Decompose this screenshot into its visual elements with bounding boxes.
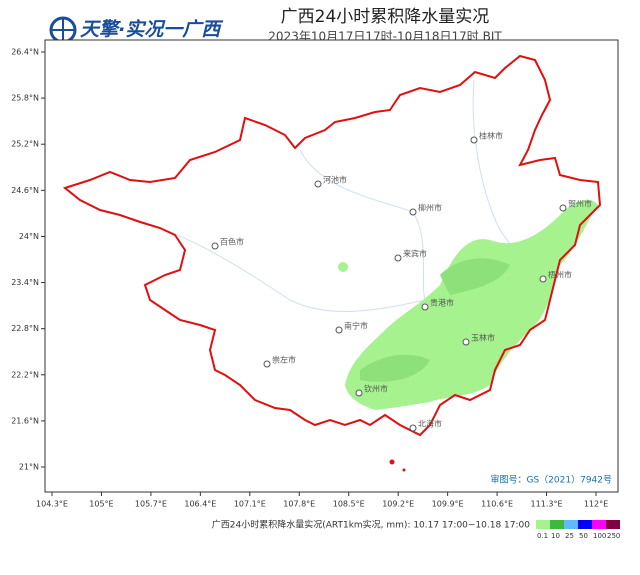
city-marker <box>421 303 429 311</box>
legend-swatch <box>564 520 578 529</box>
city-label: 河池市 <box>323 175 347 185</box>
lat-tick-label: 26.4°N <box>11 48 39 57</box>
lat-tick-label: 24°N <box>19 232 39 241</box>
legend-swatch <box>592 520 606 529</box>
legend-swatch <box>606 520 620 529</box>
city-marker <box>314 180 322 188</box>
city-label: 来宾市 <box>403 249 427 259</box>
city-marker <box>394 254 402 262</box>
lon-tick-label: 111.3°E <box>531 500 563 509</box>
city-label: 柳州市 <box>418 203 442 213</box>
legend-level-label: 100 <box>593 532 606 540</box>
city-marker <box>470 136 478 144</box>
rain-area-medium <box>360 258 510 382</box>
legend-level-label: 250 <box>607 532 620 540</box>
legend-level-label: 25 <box>565 532 574 540</box>
logo: 天擎·实况一广西 <box>49 16 223 44</box>
lat-tick-label: 21°N <box>19 463 39 472</box>
lat-tick-label: 22.8°N <box>11 324 39 333</box>
city-label: 南宁市 <box>344 321 368 331</box>
lat-tick-label: 25.8°N <box>11 94 39 103</box>
city-marker <box>539 275 547 283</box>
city-marker <box>559 204 567 212</box>
city-marker <box>211 242 219 250</box>
lon-tick-label: 107.8°E <box>283 500 315 509</box>
logo-text: 天擎·实况一广西 <box>80 19 223 41</box>
lon-tick-label: 109.9°E <box>432 500 464 509</box>
approval-number: 审图号：GS（2021）7942号 <box>491 474 613 486</box>
city-label: 梧州市 <box>548 270 572 280</box>
city-label: 贵港市 <box>430 298 454 308</box>
city-marker <box>462 338 470 346</box>
lon-tick-label: 109.2°E <box>382 500 414 509</box>
city-label: 桂林市 <box>479 131 503 141</box>
lon-tick-label: 105°E <box>89 500 113 509</box>
lat-tick-label: 21.6°N <box>11 416 39 425</box>
legend-level-label: 10 <box>551 532 560 540</box>
lon-tick-label: 112°E <box>584 500 608 509</box>
lon-tick-label: 107.1°E <box>234 500 266 509</box>
title: 广西24小时累积降水量实况 <box>281 7 490 27</box>
logo-icon-cross <box>51 18 75 42</box>
city-label: 玉林市 <box>471 333 495 343</box>
island <box>389 459 395 465</box>
lon-tick-label: 104.3°E <box>36 500 68 509</box>
legend-level-label: 0.1 <box>537 532 548 540</box>
city-marker <box>335 326 343 334</box>
legend-swatch <box>578 520 592 529</box>
rain-spot <box>338 262 348 272</box>
lat-tick-label: 25.2°N <box>11 140 39 149</box>
lon-tick-label: 108.5°E <box>333 500 365 509</box>
lat-tick-label: 24.6°N <box>11 186 39 195</box>
legend-swatch <box>536 520 550 529</box>
lon-tick-label: 106.4°E <box>184 500 216 509</box>
city-label: 百色市 <box>220 237 244 247</box>
lat-tick-label: 23.4°N <box>11 278 39 287</box>
lon-tick-label: 110.6°E <box>481 500 513 509</box>
legend-swatch <box>550 520 564 529</box>
city-marker <box>263 360 271 368</box>
rain-area <box>338 199 598 410</box>
city-label: 钦州市 <box>364 384 388 394</box>
legend-level-label: 50 <box>579 532 588 540</box>
city-label: 北海市 <box>418 419 442 429</box>
province-border <box>62 54 602 437</box>
city-marker <box>409 208 417 216</box>
island <box>402 468 406 472</box>
lat-tick-label: 22.2°N <box>11 370 39 379</box>
lon-tick-label: 105.7°E <box>135 500 167 509</box>
city-label: 贺州市 <box>568 199 592 209</box>
city-marker <box>355 389 363 397</box>
legend-caption: 广西24小时累积降水量实况(ART1km实况, mm): 10.17 17:00… <box>212 519 531 531</box>
city-marker <box>409 424 417 432</box>
city-label: 崇左市 <box>272 355 296 365</box>
